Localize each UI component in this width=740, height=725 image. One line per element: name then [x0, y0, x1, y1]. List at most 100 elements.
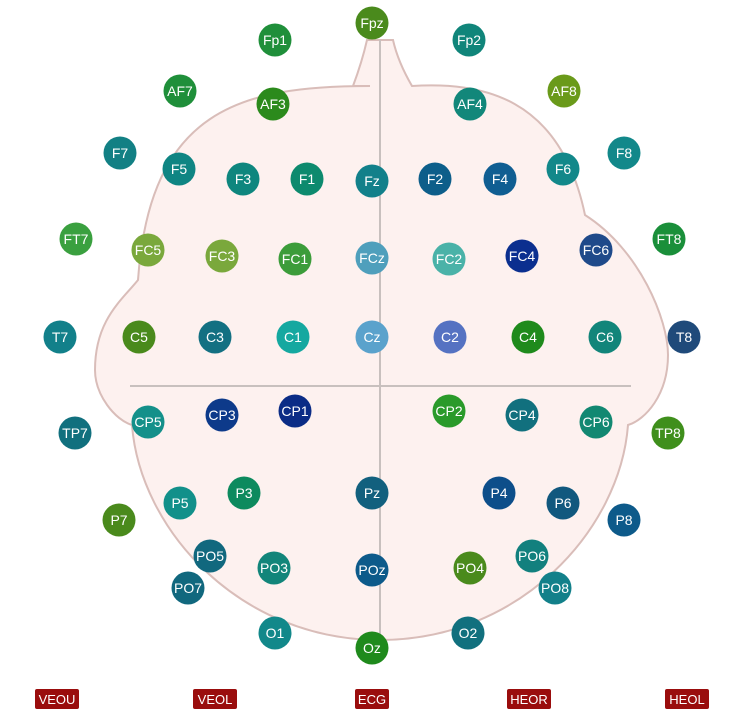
electrode-af7[interactable]: AF7 — [163, 74, 197, 108]
electrode-f8[interactable]: F8 — [607, 136, 641, 170]
aux-channel-ecg[interactable]: ECG — [355, 689, 389, 709]
electrode-f1[interactable]: F1 — [290, 162, 324, 196]
electrode-af4[interactable]: AF4 — [453, 87, 487, 121]
electrode-label: F6 — [555, 161, 572, 177]
electrode-f6[interactable]: F6 — [546, 152, 580, 186]
electrode-label: PO6 — [518, 548, 546, 564]
electrode-f2[interactable]: F2 — [418, 162, 452, 196]
aux-channel-veol[interactable]: VEOL — [193, 689, 237, 709]
electrode-po8[interactable]: PO8 — [538, 571, 572, 605]
electrode-label: TP7 — [62, 425, 88, 441]
electrode-p3[interactable]: P3 — [227, 476, 261, 510]
electrode-t7[interactable]: T7 — [43, 320, 77, 354]
electrode-label: P6 — [554, 495, 571, 511]
electrode-p4[interactable]: P4 — [482, 476, 516, 510]
electrode-label: T7 — [52, 329, 69, 345]
electrode-po7[interactable]: PO7 — [171, 571, 205, 605]
electrode-fp2[interactable]: Fp2 — [452, 23, 486, 57]
electrode-tp7[interactable]: TP7 — [58, 416, 92, 450]
electrode-c6[interactable]: C6 — [588, 320, 622, 354]
electrode-tp8[interactable]: TP8 — [651, 416, 685, 450]
electrode-po5[interactable]: PO5 — [193, 539, 227, 573]
aux-channel-badge — [665, 689, 709, 709]
electrode-label: CP3 — [208, 407, 235, 423]
electrode-fcz[interactable]: FCz — [355, 241, 389, 275]
electrode-fc5[interactable]: FC5 — [131, 233, 165, 267]
electrode-ft8[interactable]: FT8 — [652, 222, 686, 256]
electrode-cz[interactable]: Cz — [355, 320, 389, 354]
electrode-fp1[interactable]: Fp1 — [258, 23, 292, 57]
aux-channel-label: HEOL — [669, 692, 704, 707]
electrode-label: C6 — [596, 329, 614, 345]
electrode-f4[interactable]: F4 — [483, 162, 517, 196]
electrode-poz[interactable]: POz — [355, 553, 389, 587]
electrode-f5[interactable]: F5 — [162, 152, 196, 186]
electrode-marker — [258, 616, 292, 650]
electrode-marker — [59, 222, 93, 256]
electrode-af3[interactable]: AF3 — [256, 87, 290, 121]
electrode-cp3[interactable]: CP3 — [205, 398, 239, 432]
electrode-c1[interactable]: C1 — [276, 320, 310, 354]
electrode-o1[interactable]: O1 — [258, 616, 292, 650]
electrode-o2[interactable]: O2 — [451, 616, 485, 650]
electrode-fc2[interactable]: FC2 — [432, 242, 466, 276]
electrode-fc6[interactable]: FC6 — [579, 233, 613, 267]
electrode-fc3[interactable]: FC3 — [205, 239, 239, 273]
electrode-marker — [546, 486, 580, 520]
electrode-po3[interactable]: PO3 — [257, 551, 291, 585]
electrode-pz[interactable]: Pz — [355, 476, 389, 510]
electrode-label: P7 — [110, 512, 127, 528]
electrode-po6[interactable]: PO6 — [515, 539, 549, 573]
electrode-label: Fp2 — [457, 32, 481, 48]
aux-channel-heol[interactable]: HEOL — [665, 689, 709, 709]
electrode-marker — [162, 152, 196, 186]
electrode-marker — [651, 416, 685, 450]
electrode-fpz[interactable]: Fpz — [355, 6, 389, 40]
electrode-marker — [131, 405, 165, 439]
electrode-cp6[interactable]: CP6 — [579, 405, 613, 439]
electrode-oz[interactable]: Oz — [355, 631, 389, 665]
electrode-fc4[interactable]: FC4 — [505, 239, 539, 273]
electrode-marker — [547, 74, 581, 108]
electrode-marker — [418, 162, 452, 196]
electrode-f7[interactable]: F7 — [103, 136, 137, 170]
electrode-label: FC3 — [209, 248, 236, 264]
electrode-marker — [290, 162, 324, 196]
electrode-label: CP5 — [134, 414, 161, 430]
electrode-p7[interactable]: P7 — [102, 503, 136, 537]
electrode-marker — [276, 320, 310, 354]
electrode-fz[interactable]: Fz — [355, 164, 389, 198]
electrode-p8[interactable]: P8 — [607, 503, 641, 537]
electrode-marker — [355, 631, 389, 665]
electrode-label: PO8 — [541, 580, 569, 596]
electrode-c4[interactable]: C4 — [511, 320, 545, 354]
electrode-label: P3 — [235, 485, 252, 501]
electrode-c5[interactable]: C5 — [122, 320, 156, 354]
electrode-c2[interactable]: C2 — [433, 320, 467, 354]
electrode-ft7[interactable]: FT7 — [59, 222, 93, 256]
electrode-af8[interactable]: AF8 — [547, 74, 581, 108]
electrode-fc1[interactable]: FC1 — [278, 242, 312, 276]
aux-channel-heor[interactable]: HEOR — [507, 689, 551, 709]
electrode-cp5[interactable]: CP5 — [131, 405, 165, 439]
aux-channel-label: VEOU — [39, 692, 76, 707]
electrode-marker — [652, 222, 686, 256]
electrode-cp4[interactable]: CP4 — [505, 398, 539, 432]
electrode-label: C2 — [441, 329, 459, 345]
electrode-p6[interactable]: P6 — [546, 486, 580, 520]
electrode-t8[interactable]: T8 — [667, 320, 701, 354]
electrode-po4[interactable]: PO4 — [453, 551, 487, 585]
electrode-label: CP2 — [435, 403, 462, 419]
electrode-f3[interactable]: F3 — [226, 162, 260, 196]
electrode-marker — [355, 476, 389, 510]
electrode-label: FC5 — [135, 242, 162, 258]
electrode-label: PO4 — [456, 560, 484, 576]
aux-channel-veou[interactable]: VEOU — [35, 689, 79, 709]
electrode-cp2[interactable]: CP2 — [432, 394, 466, 428]
electrode-c3[interactable]: C3 — [198, 320, 232, 354]
electrode-marker — [256, 87, 290, 121]
electrode-cp1[interactable]: CP1 — [278, 394, 312, 428]
electrode-marker — [452, 23, 486, 57]
electrode-label: C4 — [519, 329, 537, 345]
electrode-p5[interactable]: P5 — [163, 486, 197, 520]
